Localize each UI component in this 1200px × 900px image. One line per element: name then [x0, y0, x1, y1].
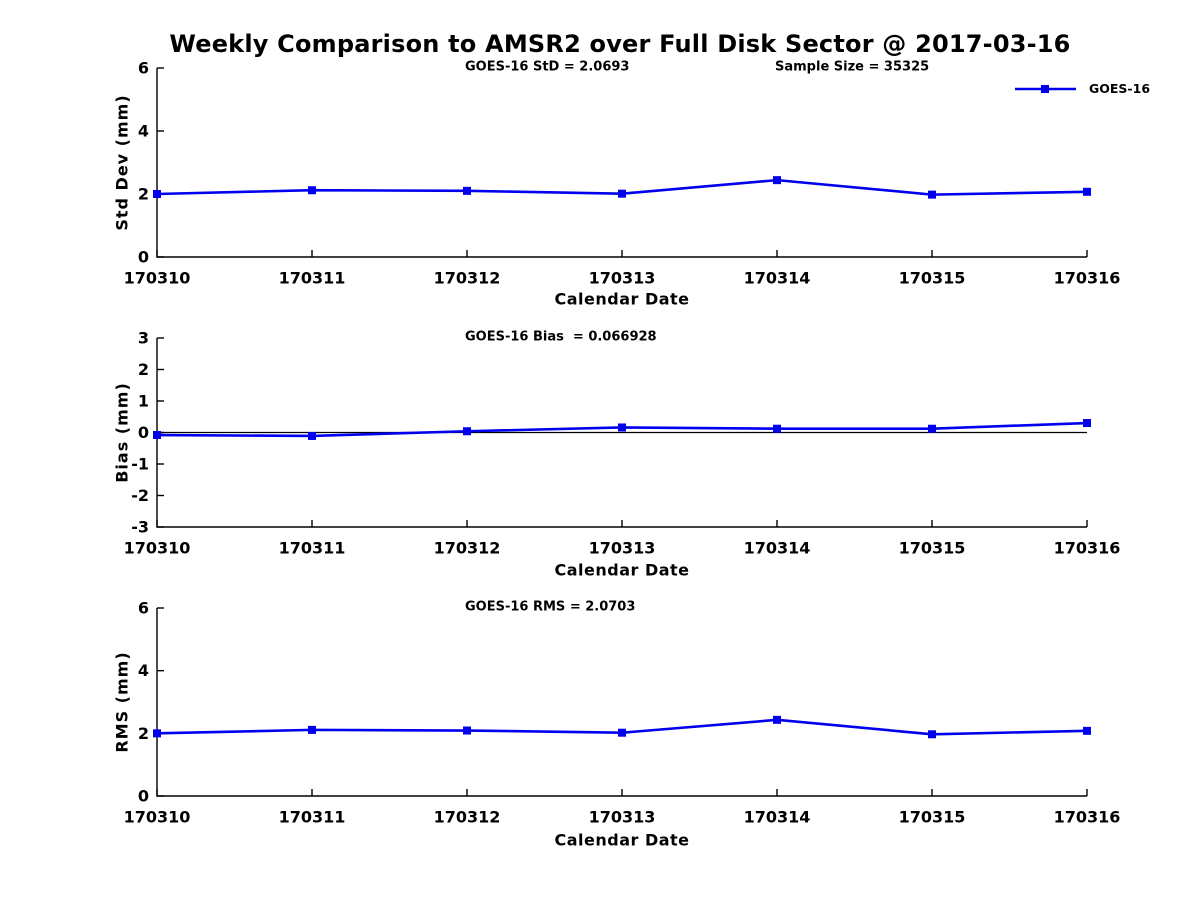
- subplot-bias: -3 -2 -1 0 1 2 3 170310 170311 170312 170313 170314…: [113, 329, 1121, 580]
- y-tick-label: 4: [138, 122, 149, 141]
- legend-line-marker-icon: [1015, 84, 1076, 93]
- annotation: Sample Size = 35325: [775, 60, 929, 75]
- data-point-marker: [773, 424, 781, 433]
- annotation: GOES-16 RMS = 2.0703: [465, 600, 635, 615]
- data-point-marker: [463, 726, 471, 735]
- data-point-marker: [308, 431, 316, 440]
- y-tick-label: -1: [131, 455, 149, 474]
- y-tick-label: 3: [138, 329, 149, 348]
- x-tick-label: 170314: [744, 539, 811, 558]
- x-tick-label: 170310: [124, 539, 191, 558]
- figure-title: Weekly Comparison to AMSR2 over Full Dis…: [169, 30, 1071, 58]
- y-tick-label: 6: [138, 59, 149, 78]
- x-tick-label: 170312: [434, 269, 501, 288]
- data-point-marker: [308, 186, 316, 195]
- y-tick-label: 4: [138, 661, 149, 680]
- x-tick-label: 170310: [124, 808, 191, 827]
- data-point-marker: [1083, 726, 1091, 735]
- data-point-marker: [1083, 187, 1091, 196]
- x-axis-label: Calendar Date: [554, 831, 689, 850]
- data-point-marker: [463, 427, 471, 436]
- x-tick-label: 170316: [1054, 539, 1121, 558]
- x-tick-label: 170310: [124, 269, 191, 288]
- data-point-marker: [308, 725, 316, 734]
- data-point-marker: [618, 728, 626, 737]
- data-point-marker: [928, 730, 936, 739]
- data-point-marker: [153, 190, 161, 198]
- data-point-marker: [618, 423, 626, 432]
- y-tick-label: 2: [138, 360, 149, 379]
- axis-lines: [156, 608, 1087, 797]
- x-tick-label: 170315: [899, 808, 966, 827]
- x-tick-label: 170315: [899, 269, 966, 288]
- x-tick-label: 170315: [899, 539, 966, 558]
- y-tick-label: 0: [138, 787, 149, 806]
- data-point-marker: [153, 729, 161, 738]
- data-point-marker: [1083, 419, 1091, 428]
- x-tick-label: 170316: [1054, 808, 1121, 827]
- data-point-marker: [773, 176, 781, 185]
- x-tick-label: 170314: [744, 808, 811, 827]
- data-point-marker: [773, 715, 781, 724]
- y-tick-label: -3: [131, 518, 149, 537]
- y-axis-label: Std Dev (mm): [113, 94, 132, 230]
- y-tick-label: 2: [138, 185, 149, 204]
- data-point-marker: [153, 431, 161, 440]
- data-point-marker: [463, 186, 471, 195]
- y-axis-label: RMS (mm): [113, 651, 132, 752]
- subplot-rms: 0 2 4 6 170310 170311 170312 170313 170314 170315…: [113, 599, 1121, 850]
- x-axis-label: Calendar Date: [554, 561, 689, 580]
- x-tick-label: 170313: [589, 808, 656, 827]
- data-point-marker: [928, 424, 936, 433]
- data-point-marker: [928, 190, 936, 199]
- legend-label: GOES-16: [1089, 81, 1151, 96]
- y-tick-label: 0: [138, 423, 149, 442]
- data-point-marker: [618, 189, 626, 198]
- x-tick-label: 170312: [434, 808, 501, 827]
- y-tick-label: 1: [138, 392, 149, 411]
- x-tick-label: 170311: [279, 539, 346, 558]
- x-tick-label: 170313: [589, 539, 656, 558]
- annotation: GOES-16 Bias = 0.066928: [465, 330, 657, 345]
- y-axis-label: Bias (mm): [113, 382, 132, 483]
- x-tick-label: 170312: [434, 539, 501, 558]
- x-tick-label: 170316: [1054, 269, 1121, 288]
- y-tick-label: 0: [138, 248, 149, 267]
- axis-lines: [156, 68, 1087, 258]
- x-tick-label: 170314: [744, 269, 811, 288]
- x-tick-label: 170313: [589, 269, 656, 288]
- x-axis-label: Calendar Date: [554, 290, 689, 309]
- y-tick-label: -2: [131, 486, 149, 505]
- y-tick-label: 2: [138, 724, 149, 743]
- y-tick-label: 6: [138, 599, 149, 618]
- legend: GOES-16: [1012, 81, 1150, 96]
- x-tick-label: 170311: [279, 808, 346, 827]
- legend-square-marker-icon: [1041, 84, 1049, 93]
- x-tick-label: 170311: [279, 269, 346, 288]
- subplot-std-dev: 0 2 4 6 170310 170311 170312 170313 170314 170315…: [113, 59, 1121, 309]
- annotation: GOES-16 StD = 2.0693: [465, 60, 629, 75]
